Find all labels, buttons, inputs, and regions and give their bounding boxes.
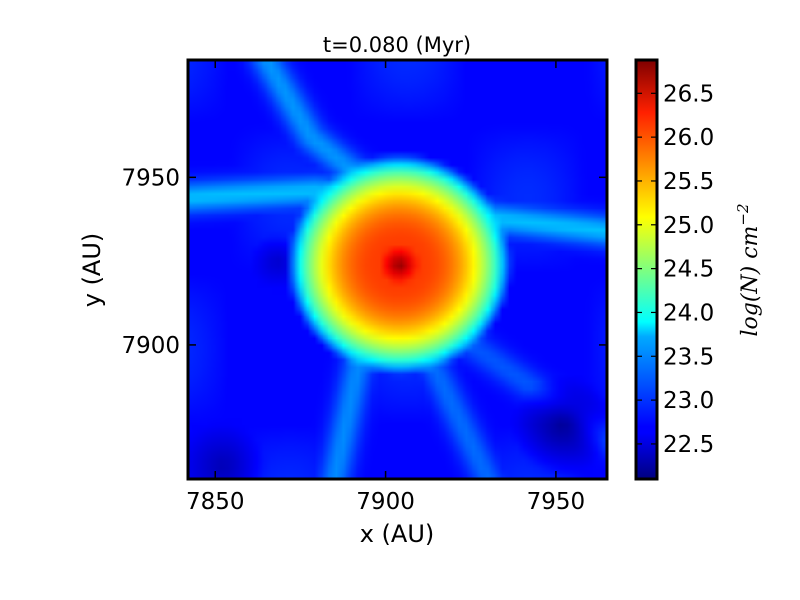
x-axis-ticks: 7850 7900 7950 [186, 60, 585, 515]
y-tick-label: 7950 [121, 165, 180, 191]
chart-title: t=0.080 (Myr) [323, 33, 471, 57]
colorbar-tick-label: 23.5 [663, 344, 714, 370]
colorbar-tick-label: 24.0 [663, 300, 714, 326]
colorbar-gradient [636, 60, 657, 479]
y-axis-label: y (AU) [78, 233, 106, 308]
colorbar-tick-label: 25.5 [663, 169, 714, 195]
colorbar-tick-label: 25.0 [663, 213, 714, 239]
colorbar-tick-label: 26.5 [663, 81, 714, 107]
colorbar-tick-label: 23.0 [663, 388, 714, 414]
x-tick-label: 7950 [527, 489, 586, 515]
plot-frame [186, 58, 609, 481]
heatmap-image [188, 60, 607, 479]
colorbar-label: log(N) cm−2 [734, 203, 763, 336]
colorbar-ticks: 22.5 23.0 23.5 24.0 24.5 25.0 25.5 26.0 26.5 [636, 81, 714, 458]
x-tick-label: 7900 [356, 489, 415, 515]
colorbar-tick-label: 22.5 [663, 432, 714, 458]
colorbar-tick-label: 24.5 [663, 257, 714, 283]
x-axis-label: x (AU) [360, 520, 435, 548]
x-tick-label: 7850 [186, 489, 245, 515]
y-tick-label: 7900 [121, 333, 180, 359]
colorbar-frame [634, 58, 659, 481]
y-axis-ticks: 7900 7950 [121, 165, 607, 359]
colorbar-tick-label: 26.0 [663, 125, 714, 151]
